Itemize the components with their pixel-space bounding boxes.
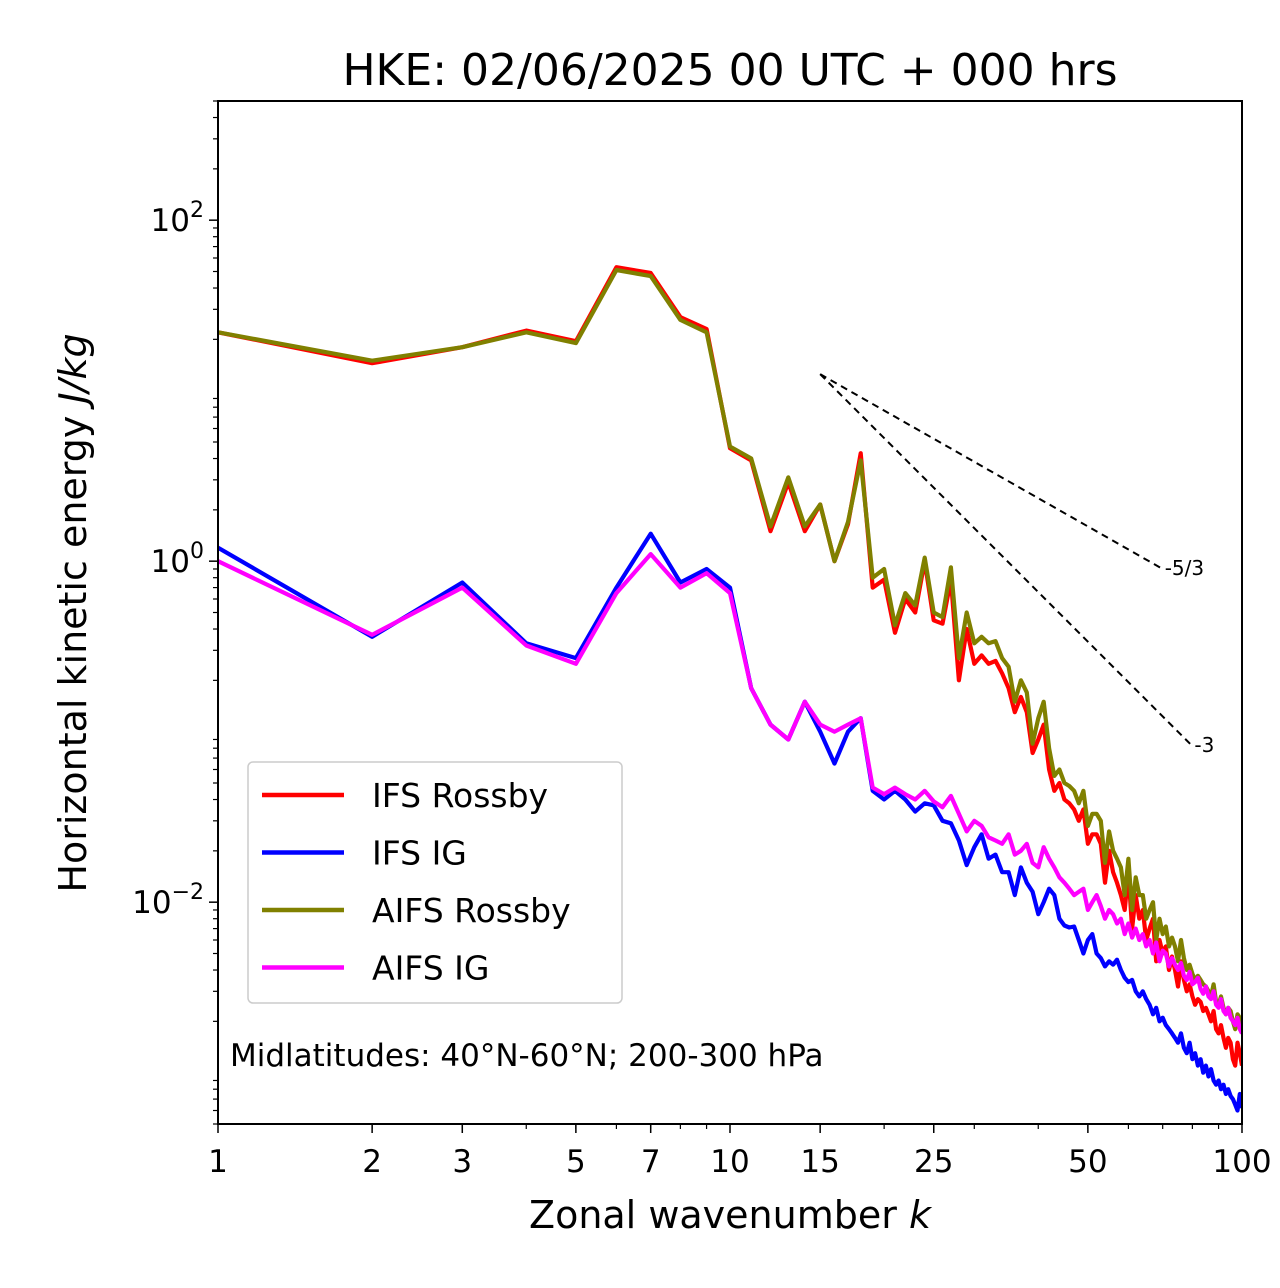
series-line-aifs-ig <box>218 551 1242 1035</box>
chart-title: HKE: 02/06/2025 00 UTC + 000 hrs <box>342 45 1117 96</box>
y-tick-base: 10 <box>151 544 190 580</box>
y-tick-label: 102 <box>151 198 204 239</box>
y-tick-label: 10−2 <box>132 880 204 921</box>
x-tick-label: 100 <box>1212 1144 1271 1180</box>
legend-items: IFS Rossby IFS IG AIFS Rossby AIFS IG <box>262 776 571 988</box>
legend-box <box>247 761 623 1004</box>
x-tick-label: 5 <box>566 1144 586 1180</box>
x-axis-label: Zonal wavenumber k <box>529 1193 933 1237</box>
reference-line <box>819 373 1194 747</box>
y-tick-label: 100 <box>151 539 204 580</box>
x-tick-label: 25 <box>914 1144 953 1180</box>
reference-line <box>819 373 1164 570</box>
x-axis-label-text: Zonal wavenumber <box>529 1193 909 1237</box>
y-tick-base: 10 <box>151 203 190 239</box>
x-tick-label: 15 <box>800 1144 839 1180</box>
y-axis-label: Horizontal kinetic energy J/kg <box>51 333 95 892</box>
x-tick-label: 10 <box>710 1144 749 1180</box>
x-tick-label: 2 <box>362 1144 382 1180</box>
y-tick-exponent: 0 <box>190 539 204 564</box>
x-tick-label: 7 <box>641 1144 661 1180</box>
y-tick-base: 10 <box>132 885 171 921</box>
y-axis-label-text: Horizontal kinetic energy <box>51 404 95 893</box>
series-line-ifs-ig <box>218 531 1242 1113</box>
legend-label: AIFS Rossby <box>372 891 571 930</box>
legend-label: IFS IG <box>372 834 467 873</box>
reference-line-label: -5/3 <box>1165 556 1204 580</box>
y-tick-exponent: 2 <box>190 198 204 223</box>
x-tick-label: 50 <box>1068 1144 1107 1180</box>
series-line-aifs-rossby <box>218 267 1242 1032</box>
legend-label: AIFS IG <box>372 949 489 988</box>
x-tick-label: 1 <box>208 1144 228 1180</box>
x-tick-label: 3 <box>452 1144 472 1180</box>
axes-frame <box>217 100 1243 1125</box>
y-axis-label-units: J/kg <box>51 333 95 410</box>
region-annotation: Midlatitudes: 40°N-60°N; 200-300 hPa <box>230 1038 824 1074</box>
legend-label: IFS Rossby <box>372 776 548 815</box>
series-group <box>218 265 1242 1113</box>
reference-line-label: -3 <box>1194 733 1214 757</box>
legend: IFS Rossby IFS IG AIFS Rossby AIFS IG <box>247 761 623 1004</box>
x-axis-label-variable: k <box>909 1193 933 1237</box>
y-tick-exponent: −2 <box>172 880 204 905</box>
